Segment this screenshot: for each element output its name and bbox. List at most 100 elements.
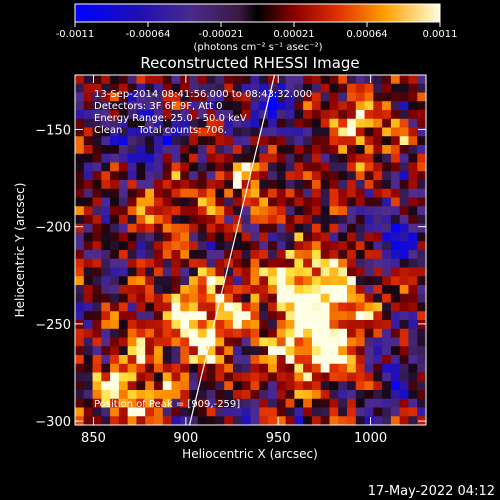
heatmap-cell [162,381,172,391]
heatmap-cell [390,372,401,382]
heatmap-cell [364,390,374,400]
heatmap-cell [189,381,199,391]
heatmap-cell [118,320,129,330]
heatmap-cell [338,162,348,172]
heatmap-cell [390,267,401,277]
heatmap-cell [276,276,287,286]
heatmap-cell [153,206,164,216]
heatmap-cell [303,285,313,295]
heatmap-cell [417,215,426,225]
heatmap-cell [259,328,269,338]
heatmap-cell [399,118,409,128]
heatmap-cell [338,83,348,93]
heatmap-cell [162,276,172,286]
heatmap-cell [276,328,287,338]
heatmap-cell [268,162,278,172]
heatmap-cell [355,162,365,172]
heatmap-cell [171,118,181,128]
heatmap-cell [320,153,330,163]
heatmap-cell [145,188,155,198]
heatmap-cell [232,372,243,382]
heatmap-cell [364,83,374,93]
heatmap-cell [355,83,365,93]
heatmap-cell [241,215,251,225]
heatmap-cell [83,267,93,277]
heatmap-cell [259,285,269,295]
heatmap-cell [206,232,216,242]
heatmap-cell [101,145,111,155]
heatmap-cell [373,75,383,85]
heatmap-cell [347,293,357,303]
heatmap-cell [364,162,374,172]
heatmap-cell [162,153,172,163]
heatmap-cell [285,75,295,85]
heatmap-cell [276,215,287,225]
heatmap-cell [355,258,365,268]
heatmap-cell [311,75,322,85]
heatmap-cell [250,267,260,277]
heatmap-cell [232,355,243,365]
heatmap-cell [171,320,181,330]
heatmap-cell [294,258,304,268]
heatmap-cell [92,285,102,295]
heatmap-cell [118,267,129,277]
heatmap-cell [145,276,155,286]
heatmap-cell [206,390,216,400]
heatmap-cell [382,337,392,347]
heatmap-cell [250,180,260,190]
heatmap-cell [224,407,234,417]
y-axis-label: Heliocentric Y (arcsec) [13,183,27,318]
heatmap-cell [110,381,120,391]
heatmap-cell [83,162,93,172]
heatmap-cell [224,363,234,373]
heatmap-cell [303,390,313,400]
heatmap-cell [215,381,225,391]
heatmap-cell [285,127,295,137]
heatmap-cell [347,258,357,268]
heatmap [75,75,426,425]
heatmap-cell [101,363,111,373]
heatmap-cell [83,416,93,425]
heatmap-cell [285,381,295,391]
heatmap-cell [206,311,216,321]
heatmap-cell [347,390,357,400]
heatmap-cell [127,241,137,251]
heatmap-cell [320,267,330,277]
heatmap-cell [241,197,251,207]
heatmap-cell [382,285,392,295]
heatmap-cell [92,320,102,330]
heatmap-cell [110,320,120,330]
heatmap-cell [153,311,164,321]
heatmap-cell [118,153,129,163]
heatmap-cell [294,267,304,277]
heatmap-cell [232,390,243,400]
heatmap-cell [417,110,426,120]
heatmap-cell [259,127,269,137]
heatmap-cell [364,355,374,365]
heatmap-cell [215,101,225,111]
heatmap-cell [206,197,216,207]
heatmap-cell [206,346,216,356]
heatmap-cell [320,407,330,417]
heatmap-cell [417,162,426,172]
heatmap-cell [118,355,129,365]
heatmap-cell [311,206,322,216]
heatmap-cell [338,328,348,338]
heatmap-cell [338,355,348,365]
heatmap-cell [390,258,401,268]
heatmap-cell [303,118,313,128]
heatmap-cell [347,320,357,330]
heatmap-cell [101,232,111,242]
colorbar: -0.0011 -0.00064 -0.00021 0.00021 0.00064 0.0… [56,3,458,53]
heatmap-cell [373,407,383,417]
heatmap-cell [92,241,102,251]
heatmap-cell [232,153,243,163]
heatmap-cell [232,337,243,347]
heatmap-cell [206,241,216,251]
heatmap-cell [373,127,383,137]
heatmap-cell [145,311,155,321]
heatmap-cell [303,101,313,111]
heatmap-cell [136,302,146,312]
heatmap-cell [232,171,243,181]
heatmap-cell [268,293,278,303]
